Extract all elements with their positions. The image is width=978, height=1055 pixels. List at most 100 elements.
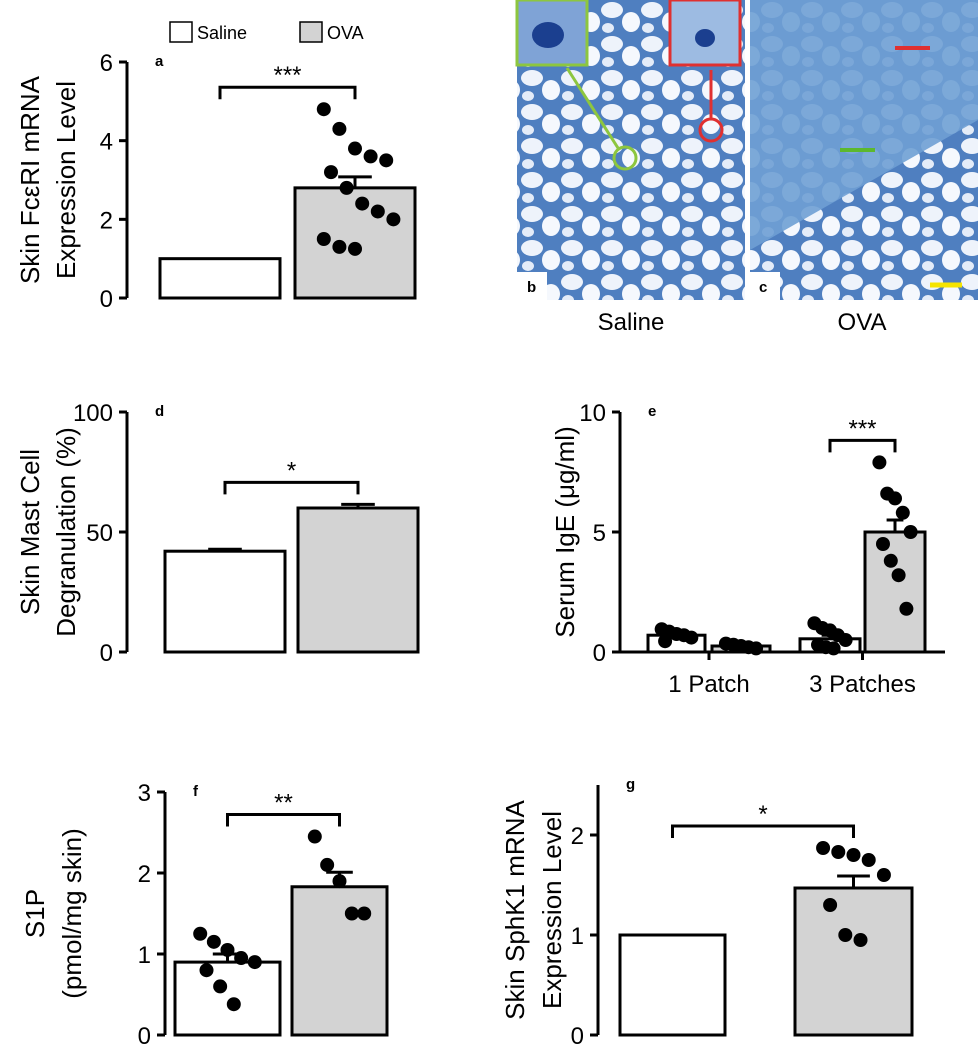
chart-panel: 0 2 4 6 Skin FcεRI mRNA Expression Level a *** S…: [15, 21, 417, 313]
panel-letter: g: [626, 776, 635, 793]
data-point: [226, 997, 241, 1012]
bar: [793, 886, 914, 1037]
bar: [618, 933, 727, 1037]
chart-panel: 0 50 100 Skin Mast Cell Degranulation (%) d *: [15, 400, 420, 667]
image-caption: Saline: [598, 309, 665, 336]
significance-label: *: [758, 801, 767, 828]
data-point: [355, 196, 370, 211]
y-tick-label: 5: [593, 520, 606, 547]
significance-label: **: [274, 790, 293, 817]
data-point: [324, 165, 338, 180]
y-axis-label: Skin Mast Cell: [15, 449, 45, 615]
error-bar: [886, 518, 904, 532]
marker: [698, 117, 724, 143]
y-axis-label: Degranulation (%): [51, 427, 81, 637]
data-point: [379, 153, 394, 168]
data-point: [307, 829, 322, 844]
significance-bracket: [218, 85, 357, 100]
data-point: [193, 926, 208, 941]
data-point: [220, 942, 235, 957]
data-point: [332, 874, 347, 889]
data-point: [838, 633, 853, 647]
y-tick-label: 2: [100, 207, 113, 234]
image-caption: OVA: [838, 309, 887, 336]
data-point: [749, 641, 764, 656]
data-point: [386, 212, 401, 227]
data-point: [316, 102, 331, 117]
y-tick-label: 10: [579, 400, 606, 427]
y-axis-label: Skin SphK1 mRNA: [500, 800, 530, 1020]
data-point: [348, 241, 362, 256]
marker: [612, 145, 638, 171]
y-tick-label: 0: [100, 640, 113, 667]
chart-panel: 0 1 2 3 S1P (pmol/mg skin) f **: [20, 780, 389, 1050]
image-panel-b: b Saline: [515, 0, 745, 336]
y-axis-label: Serum IgE (μg/ml): [550, 426, 580, 637]
data-point: [883, 553, 898, 568]
panel-letter: f: [193, 783, 199, 800]
tissue: [750, 0, 978, 250]
data-point: [332, 121, 347, 136]
data-point: [320, 857, 335, 872]
legend-label: Saline: [197, 23, 247, 43]
data-point: [895, 505, 910, 520]
bar: [863, 530, 927, 654]
data-point: [247, 955, 262, 970]
data-point: [684, 630, 699, 645]
arrow: [565, 67, 620, 149]
panel-letter: d: [155, 403, 164, 420]
data-point: [831, 845, 846, 859]
mast-cell: [695, 29, 715, 47]
panel-letter: a: [155, 53, 164, 70]
chart-panel: 0 1 2 Skin SphK1 mRNA Expression Level g *: [500, 776, 914, 1050]
data-point: [213, 979, 228, 994]
y-axis-label: (pmol/mg skin): [57, 828, 87, 998]
data-point: [876, 537, 890, 551]
bar: [173, 960, 282, 1037]
y-tick-label: 2: [571, 823, 584, 850]
significance-bracket: [671, 824, 855, 838]
data-point: [846, 848, 861, 862]
y-tick-label: 1: [138, 942, 151, 969]
data-point: [658, 634, 673, 649]
y-tick-label: 50: [86, 520, 113, 547]
bar: [290, 885, 389, 1037]
image-panel-c: c OVA: [750, 0, 978, 336]
data-point: [826, 641, 841, 656]
significance-label: *: [287, 457, 296, 484]
y-tick-label: 1: [571, 923, 584, 950]
y-tick-label: 0: [100, 286, 113, 313]
y-tick-label: 100: [73, 400, 113, 427]
data-point: [823, 898, 838, 912]
data-point: [888, 491, 902, 506]
data-point: [876, 868, 891, 882]
data-point: [891, 568, 906, 583]
legend-label: OVA: [327, 23, 364, 43]
data-point: [363, 149, 378, 164]
significance-label: ***: [848, 415, 876, 442]
panel-letter: b: [527, 279, 536, 296]
data-point: [853, 933, 868, 947]
panel-letter: c: [759, 279, 767, 296]
y-tick-label: 4: [100, 129, 113, 156]
error-bar: [341, 502, 375, 508]
significance-bracket: [226, 813, 341, 827]
data-point: [370, 204, 385, 219]
error-bar: [837, 874, 870, 888]
mast-cell: [532, 22, 564, 48]
data-point: [332, 239, 347, 254]
data-point: [199, 963, 214, 978]
legend-swatch: [169, 21, 193, 43]
data-point: [872, 455, 887, 470]
data-point: [339, 180, 354, 195]
data-point: [903, 525, 918, 539]
data-point: [234, 951, 249, 966]
y-tick-label: 3: [138, 780, 151, 807]
x-tick-label: 1 Patch: [668, 671, 749, 698]
panel-letter: e: [648, 403, 656, 420]
legend-swatch: [299, 21, 323, 43]
letter-box: [517, 272, 547, 300]
y-axis-label: S1P: [20, 889, 50, 938]
error-bar: [338, 175, 372, 188]
